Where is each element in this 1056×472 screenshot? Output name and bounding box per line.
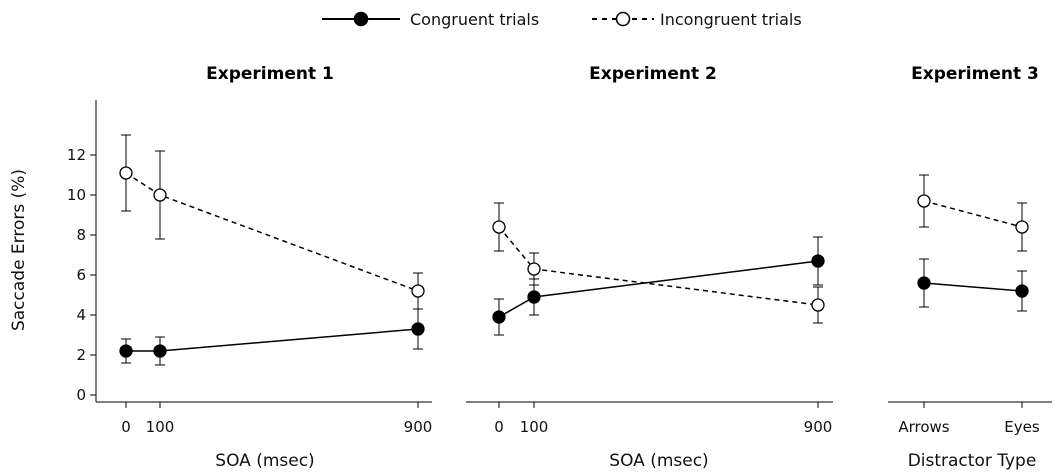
series-line-incongruent bbox=[498, 226, 819, 306]
x-tick-label: Arrows bbox=[898, 418, 949, 436]
y-tick-label: 10 bbox=[67, 186, 86, 204]
data-point-congruent bbox=[917, 276, 931, 290]
data-point-congruent bbox=[811, 254, 825, 268]
series-line-congruent bbox=[923, 282, 1023, 292]
data-point-incongruent bbox=[917, 194, 931, 208]
x-axis-title: SOA (msec) bbox=[609, 451, 708, 471]
x-axis-title: Distractor Type bbox=[908, 451, 1037, 471]
y-tick-label: 12 bbox=[67, 146, 86, 164]
legend-congruent-label: Congruent trials bbox=[410, 10, 539, 29]
series-line-incongruent bbox=[923, 200, 1023, 228]
x-tick-label: 100 bbox=[146, 418, 175, 436]
x-tick-label: Eyes bbox=[1004, 418, 1040, 436]
series-line-incongruent bbox=[125, 172, 419, 292]
x-tick-label: 0 bbox=[494, 418, 504, 436]
data-point-incongruent bbox=[411, 284, 425, 298]
x-tick-label: 900 bbox=[804, 418, 833, 436]
data-point-congruent bbox=[492, 310, 506, 324]
y-tick-label: 8 bbox=[76, 226, 86, 244]
legend-congruent-marker bbox=[353, 11, 369, 27]
y-tick-label: 2 bbox=[76, 346, 86, 364]
panel-experiment-3: Experiment 3 Distractor Type Arrows Eyes bbox=[888, 64, 1052, 471]
data-point-incongruent bbox=[1015, 220, 1029, 234]
y-tick-label: 0 bbox=[76, 386, 86, 404]
data-point-congruent bbox=[153, 344, 167, 358]
series-line-congruent bbox=[498, 260, 819, 318]
data-point-congruent bbox=[1015, 284, 1029, 298]
legend: Congruent trials Incongruent trials bbox=[322, 10, 802, 29]
y-axis-title: Saccade Errors (%) bbox=[9, 169, 29, 331]
data-point-congruent bbox=[119, 344, 133, 358]
x-tick-label: 100 bbox=[520, 418, 549, 436]
y-tick-label: 6 bbox=[76, 266, 86, 284]
data-point-incongruent bbox=[492, 220, 506, 234]
panel-title: Experiment 1 bbox=[206, 64, 334, 84]
y-tick-label: 4 bbox=[76, 306, 86, 324]
x-tick-label: 900 bbox=[404, 418, 433, 436]
x-axis-title: SOA (msec) bbox=[215, 451, 314, 471]
legend-incongruent-label: Incongruent trials bbox=[660, 10, 802, 29]
series-line-congruent bbox=[126, 328, 419, 352]
panel-experiment-1: Experiment 1 SOA (msec) 0 2 4 6 8 10 12 0 100 900 bbox=[67, 64, 432, 471]
legend-incongruent-marker bbox=[615, 11, 631, 27]
data-point-congruent bbox=[527, 290, 541, 304]
panel-title: Experiment 3 bbox=[911, 64, 1039, 84]
data-point-incongruent bbox=[811, 298, 825, 312]
data-point-congruent bbox=[411, 322, 425, 336]
data-point-incongruent bbox=[119, 166, 133, 180]
data-point-incongruent bbox=[527, 262, 541, 276]
data-point-incongruent bbox=[153, 188, 167, 202]
x-tick-label: 0 bbox=[121, 418, 131, 436]
panel-experiment-2: Experiment 2 SOA (msec) 0 100 900 bbox=[466, 64, 833, 471]
panel-title: Experiment 2 bbox=[589, 64, 717, 84]
